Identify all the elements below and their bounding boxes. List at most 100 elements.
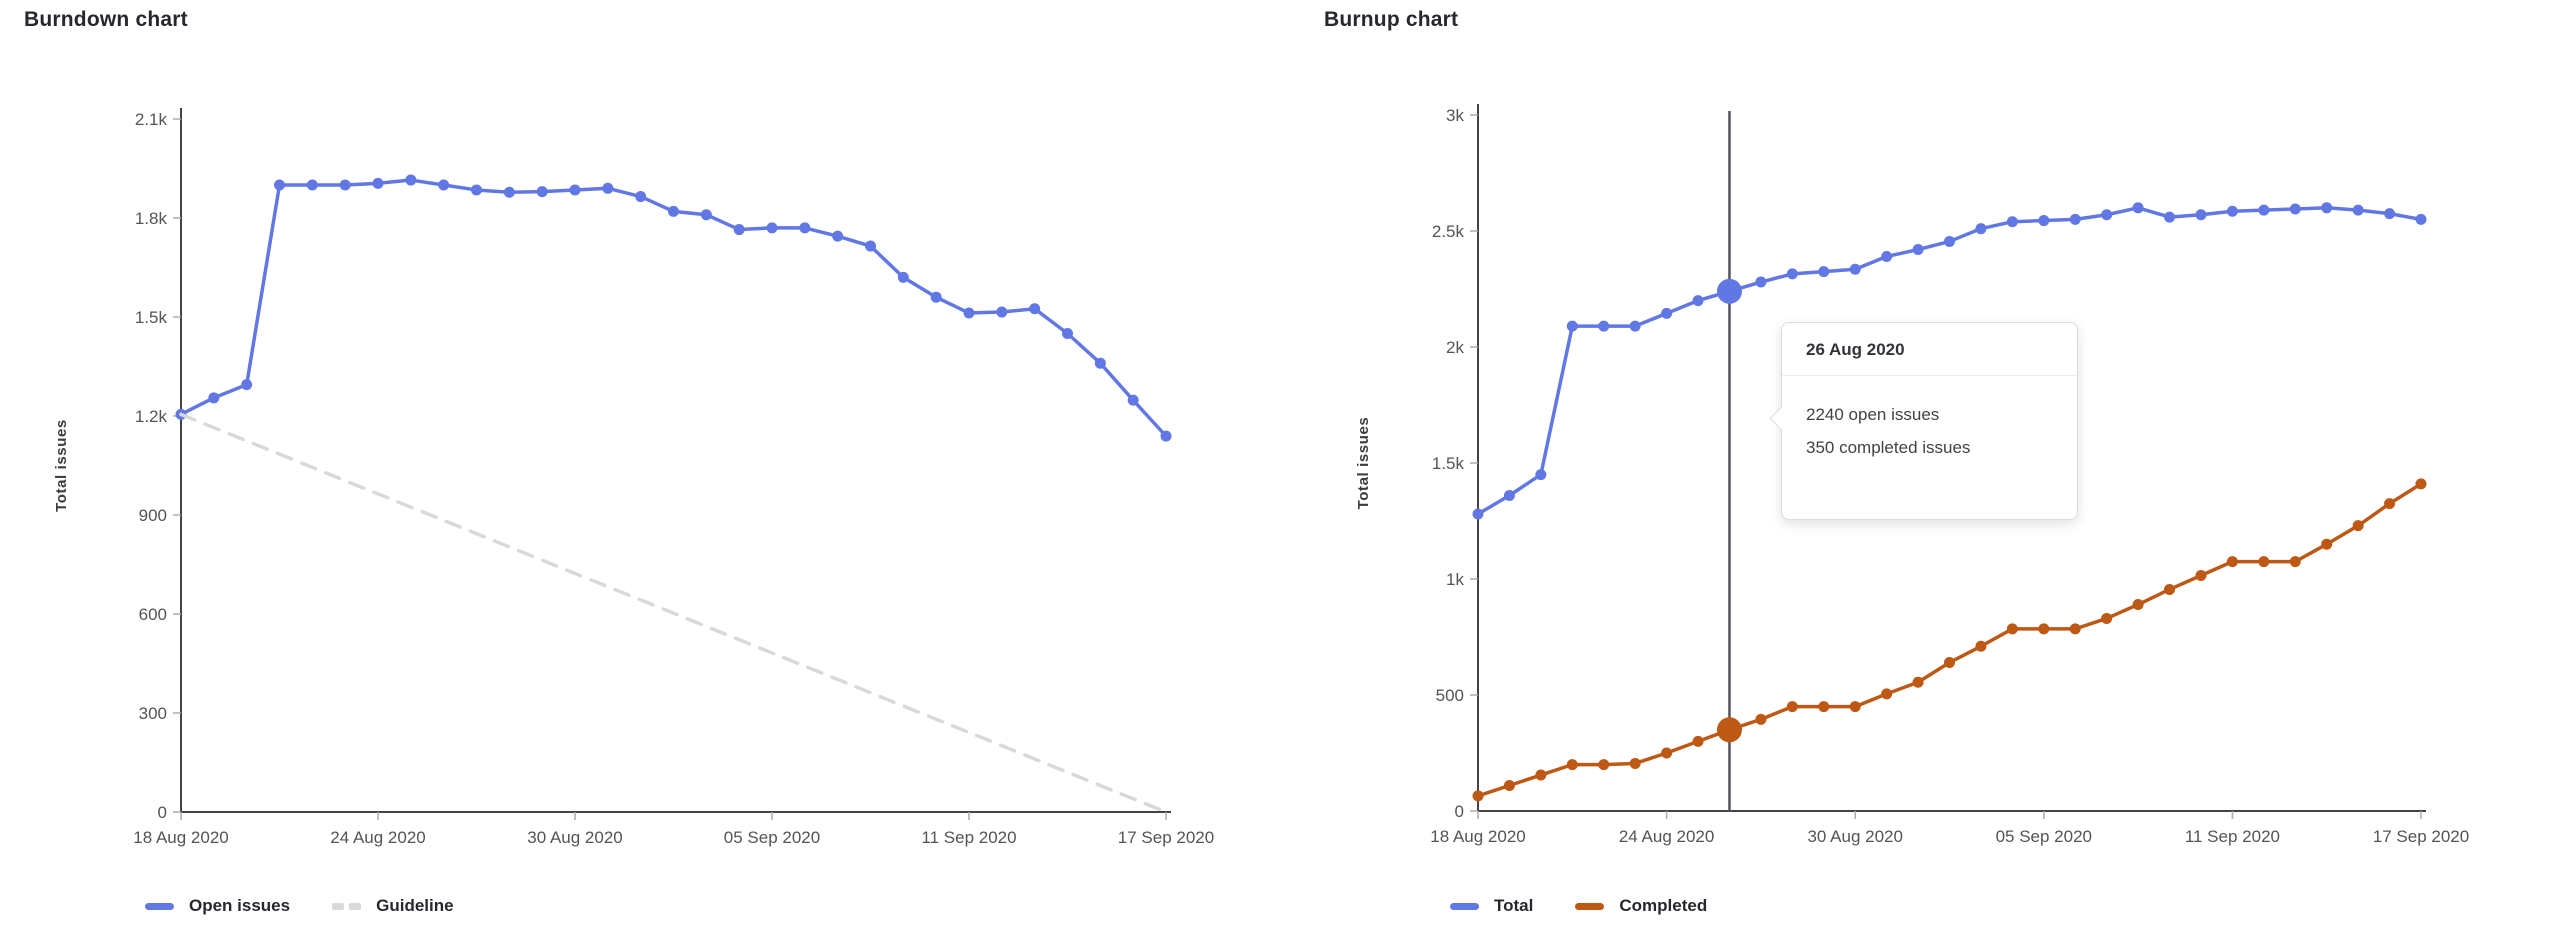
legend-item-open-issues[interactable]: Open issues: [145, 896, 290, 916]
burnup-completed-point[interactable]: [1661, 747, 1673, 759]
tooltip-completed-issues-line: 350 completed issues: [1806, 438, 1971, 457]
burnup-total-point[interactable]: [1818, 266, 1830, 278]
burnup-total-point[interactable]: [2289, 203, 2301, 215]
burnup-total-point[interactable]: [1566, 320, 1578, 332]
burndown-open-issues-point[interactable]: [274, 179, 285, 191]
burnup-total-point[interactable]: [1755, 276, 1767, 288]
burnup-total-point[interactable]: [2006, 216, 2018, 228]
burnup-total-point[interactable]: [2101, 209, 2113, 221]
burnup-total-point[interactable]: [2258, 204, 2270, 216]
burnup-completed-point[interactable]: [1503, 779, 1515, 791]
burndown-open-issues-point[interactable]: [339, 179, 351, 191]
burnup-completed-point[interactable]: [1755, 713, 1767, 725]
burnup-total-point[interactable]: [1692, 295, 1704, 307]
burnup-total-point[interactable]: [1629, 320, 1641, 332]
burnup-completed-point[interactable]: [1786, 701, 1798, 713]
burndown-open-issues-point[interactable]: [635, 191, 647, 203]
burndown-open-issues-point[interactable]: [1094, 357, 1106, 369]
burnup-total-point[interactable]: [2132, 202, 2144, 214]
burndown-open-issues-point[interactable]: [1127, 394, 1139, 406]
legend-item-guideline[interactable]: Guideline: [332, 896, 454, 916]
legend-item-completed[interactable]: Completed: [1575, 896, 1707, 916]
svg-text:1k: 1k: [1446, 570, 1464, 589]
burndown-open-issues-point[interactable]: [865, 240, 876, 252]
burnup-completed-point[interactable]: [2132, 599, 2144, 611]
burnup-total-point[interactable]: [2321, 202, 2333, 214]
burnup-total-point[interactable]: [1849, 263, 1861, 275]
burndown-open-issues-point[interactable]: [832, 230, 844, 242]
burnup-total-point[interactable]: [2384, 208, 2396, 220]
burndown-open-issues-point[interactable]: [438, 179, 450, 191]
burndown-open-issues-point[interactable]: [208, 392, 220, 404]
burnup-total-point[interactable]: [2038, 215, 2050, 227]
burnup-completed-point[interactable]: [1975, 640, 1987, 652]
burnup-total-point[interactable]: [1975, 223, 1987, 235]
burnup-completed-point[interactable]: [2226, 556, 2238, 568]
burndown-open-issues-point[interactable]: [602, 182, 614, 194]
burndown-open-issues-point[interactable]: [471, 184, 482, 196]
burnup-completed-point[interactable]: [1598, 759, 1610, 771]
burnup-total-point[interactable]: [1598, 320, 1610, 332]
burnup-completed-point[interactable]: [2415, 478, 2427, 490]
burnup-completed-point[interactable]: [1849, 701, 1861, 713]
burnup-total-point[interactable]: [1786, 268, 1798, 280]
burnup-completed-point[interactable]: [2006, 623, 2018, 635]
burnup-completed-point[interactable]: [1566, 759, 1578, 771]
burndown-open-issues-point[interactable]: [503, 186, 515, 198]
burnup-completed-point[interactable]: [1629, 757, 1641, 769]
burndown-open-issues-point[interactable]: [569, 184, 581, 196]
burndown-open-issues-point[interactable]: [1062, 328, 1073, 339]
burndown-open-issues-point[interactable]: [733, 224, 745, 236]
burndown-open-issues-point[interactable]: [897, 271, 909, 283]
burnup-total-point[interactable]: [2195, 209, 2207, 221]
burnup-completed-point[interactable]: [2069, 623, 2081, 635]
burnup-total-point[interactable]: [1535, 469, 1547, 481]
burnup-total-point[interactable]: [2164, 211, 2176, 223]
burndown-open-issues-point[interactable]: [241, 379, 253, 391]
burndown-open-issues-point[interactable]: [668, 205, 679, 217]
burnup-completed-point[interactable]: [1692, 735, 1704, 747]
burndown-open-issues-point[interactable]: [306, 179, 318, 191]
burnup-total-point[interactable]: [2352, 204, 2364, 216]
burnup-completed-point[interactable]: [1818, 701, 1830, 713]
burnup-completed-point[interactable]: [2289, 556, 2301, 568]
burnup-total-point[interactable]: [1881, 251, 1893, 263]
burndown-open-issues-point[interactable]: [996, 306, 1008, 318]
burndown-open-issues-point[interactable]: [536, 186, 548, 198]
burnup-completed-point[interactable]: [1944, 657, 1955, 669]
burnup-total-point[interactable]: [1503, 489, 1515, 501]
burndown-open-issues-point[interactable]: [799, 222, 811, 234]
burnup-completed-point[interactable]: [2038, 623, 2050, 635]
burndown-open-issues-point[interactable]: [700, 209, 712, 221]
burnup-completed-point[interactable]: [2164, 583, 2176, 595]
burndown-open-issues-point[interactable]: [372, 177, 384, 189]
legend-item-total[interactable]: Total: [1450, 896, 1533, 916]
burnup-completed-point[interactable]: [1535, 769, 1547, 781]
burnup-completed-point[interactable]: [2321, 538, 2333, 550]
burnup-completed-point[interactable]: [2384, 498, 2396, 510]
burndown-open-issues-point[interactable]: [1160, 430, 1172, 442]
burnup-completed-point[interactable]: [1881, 688, 1893, 700]
burnup-total-point[interactable]: [1944, 235, 1955, 247]
burndown-open-issues-point[interactable]: [405, 174, 417, 186]
burnup-completed-point[interactable]: [2195, 570, 2207, 582]
burnup-completed-point[interactable]: [1472, 790, 1484, 802]
burnup-total-highlight-point[interactable]: [1716, 278, 1742, 304]
burnup-completed-point[interactable]: [2101, 612, 2113, 624]
burnup-total-point[interactable]: [1661, 307, 1673, 319]
burndown-y-axis-label: Total issues: [53, 419, 70, 512]
burnup-total-point[interactable]: [2069, 213, 2081, 225]
burnup-completed-point[interactable]: [1912, 676, 1924, 688]
burnup-total-point[interactable]: [2226, 205, 2238, 217]
burnup-total-point[interactable]: [1472, 508, 1484, 520]
burnup-completed-point[interactable]: [2352, 520, 2364, 532]
burnup-completed-point[interactable]: [2258, 556, 2270, 568]
burndown-open-issues-point[interactable]: [1029, 303, 1041, 315]
burndown-open-issues-point[interactable]: [766, 222, 778, 234]
burnup-completed-highlight-point[interactable]: [1716, 717, 1742, 743]
burndown-open-issues-point[interactable]: [930, 291, 942, 303]
burnup-total-point[interactable]: [2415, 213, 2427, 225]
burndown-open-issues-point[interactable]: [963, 307, 975, 319]
burnup-total-point[interactable]: [1912, 244, 1924, 256]
